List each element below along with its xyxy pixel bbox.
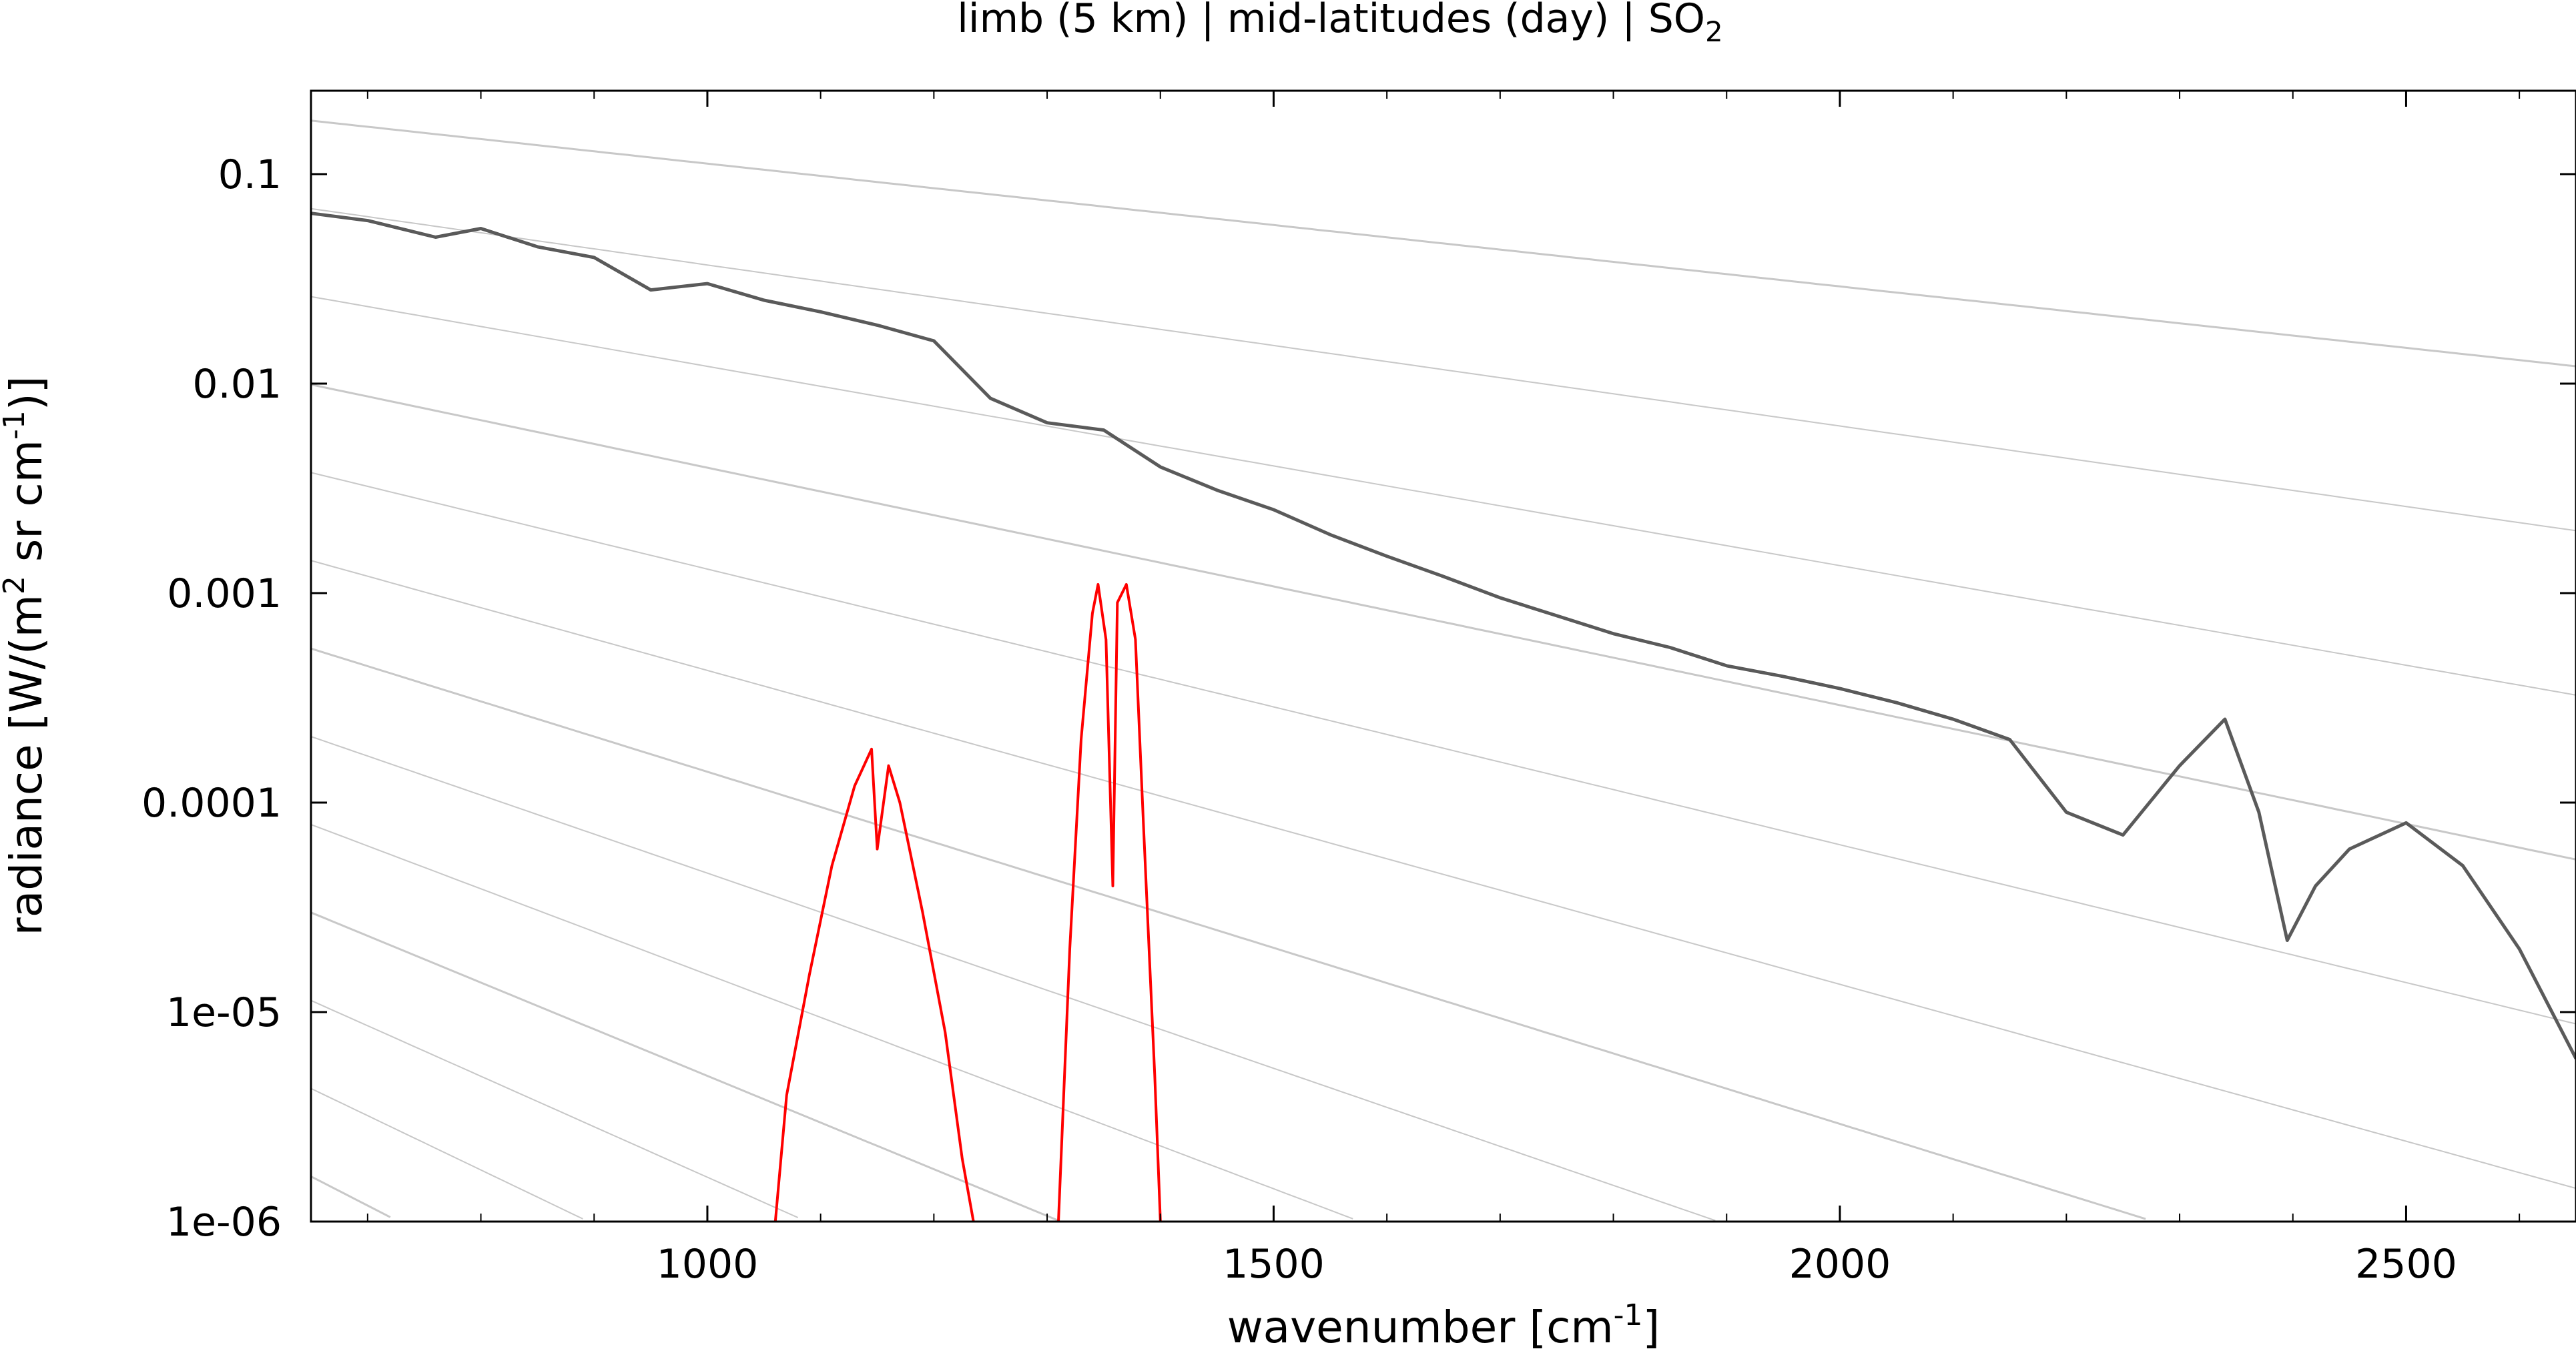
x-axis: 1000 1500 2000 2500 [366,91,2521,1288]
plot-frame [310,89,2576,1223]
reference-curve [310,119,2576,368]
y-tick-label: 0.0001 [141,780,282,827]
y-axis-title-superscript-2: -1 [0,410,31,440]
series-line-so2_band_1 [773,747,975,1222]
reference-curve [310,472,2576,1025]
y-tick-label: 0.01 [192,361,282,408]
reference-curve [310,911,1059,1222]
y-tick-label: 0.001 [167,570,282,617]
reference-curve [310,560,2576,1190]
reference-curve [310,1087,583,1220]
reference-curve [310,736,1716,1222]
reference-curve [310,207,2576,532]
x-tick-label: 2000 [1789,1241,1891,1288]
y-axis-title-superscript-1: 2 [0,576,31,594]
x-axis-title-superscript: -1 [1614,1298,1643,1332]
chart-title-subscript: 2 [1705,15,1723,48]
reference-curve [310,296,2576,696]
reference-curves [310,119,2576,1222]
x-tick-label: 1500 [1223,1241,1325,1288]
chart-title: limb (5 km) | mid-latitudes (day) | SO2 [957,0,1723,48]
reference-curve [310,1176,391,1218]
series-layer [310,211,2576,1222]
reference-curve [310,999,799,1219]
reference-curve [310,647,2146,1220]
y-tick-label: 1e-06 [166,1199,282,1246]
y-axis-title: radiance [W/(m2 sr cm-1)] [0,376,52,936]
y-tick-label: 0.1 [218,151,282,198]
y-axis: 0.1 0.01 0.001 0.0001 1e-05 1e-06 [141,151,2576,1246]
reference-curve [310,383,2576,861]
series-line-so2_band_2 [1057,583,1162,1222]
x-tick-label: 2500 [2355,1241,2457,1288]
x-axis-title: wavenumber [cm-1] [1227,1298,1660,1353]
reference-curve [310,823,1353,1220]
y-tick-label: 1e-05 [166,989,282,1036]
series-line-total_radiance [310,211,2576,1059]
x-tick-label: 1000 [657,1241,759,1288]
